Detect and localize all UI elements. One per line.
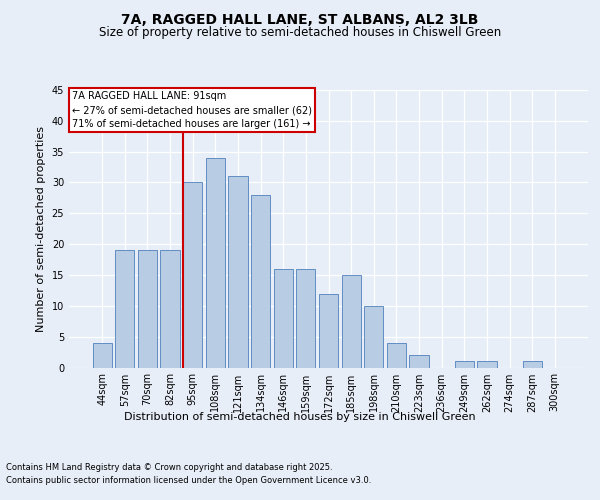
Bar bbox=[409, 355, 428, 368]
Text: Contains HM Land Registry data © Crown copyright and database right 2025.: Contains HM Land Registry data © Crown c… bbox=[6, 462, 332, 471]
Bar bbox=[251, 195, 270, 368]
Bar bbox=[160, 250, 180, 368]
Y-axis label: Number of semi-detached properties: Number of semi-detached properties bbox=[36, 126, 46, 332]
Text: Distribution of semi-detached houses by size in Chiswell Green: Distribution of semi-detached houses by … bbox=[124, 412, 476, 422]
Text: 7A RAGGED HALL LANE: 91sqm
← 27% of semi-detached houses are smaller (62)
71% of: 7A RAGGED HALL LANE: 91sqm ← 27% of semi… bbox=[71, 92, 311, 130]
Bar bbox=[92, 343, 112, 367]
Bar bbox=[138, 250, 157, 368]
Bar bbox=[341, 275, 361, 368]
Bar bbox=[274, 269, 293, 368]
Bar bbox=[364, 306, 383, 368]
Bar bbox=[115, 250, 134, 368]
Bar bbox=[229, 176, 248, 368]
Bar bbox=[183, 182, 202, 368]
Bar bbox=[296, 269, 316, 368]
Bar bbox=[387, 343, 406, 367]
Text: Size of property relative to semi-detached houses in Chiswell Green: Size of property relative to semi-detach… bbox=[99, 26, 501, 39]
Bar bbox=[455, 362, 474, 368]
Text: Contains public sector information licensed under the Open Government Licence v3: Contains public sector information licen… bbox=[6, 476, 371, 485]
Bar bbox=[477, 362, 497, 368]
Bar bbox=[319, 294, 338, 368]
Bar bbox=[206, 158, 225, 368]
Text: 7A, RAGGED HALL LANE, ST ALBANS, AL2 3LB: 7A, RAGGED HALL LANE, ST ALBANS, AL2 3LB bbox=[121, 12, 479, 26]
Bar bbox=[523, 362, 542, 368]
